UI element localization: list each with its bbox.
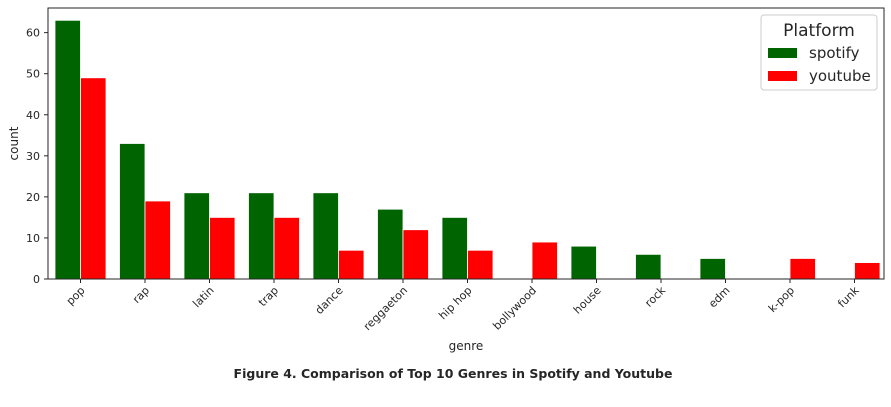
bar-youtube-dance [338,249,365,280]
x-tick-label-rock: rock [642,283,668,309]
bar-spotify-rock [635,253,662,280]
y-tick-label: 60 [26,27,40,40]
bar-spotify-pop [54,19,81,280]
bar-spotify-dance [312,192,339,280]
bar-youtube-hip-hop [467,249,494,280]
bar-youtube-funk [854,262,881,280]
bar-spotify-hip-hop [441,217,468,280]
x-tick-label-bollywood: bollywood [490,284,539,333]
bar-youtube-bollywood [531,241,558,280]
figure-caption: Figure 4. Comparison of Top 10 Genres in… [233,366,673,381]
y-tick-label: 10 [26,232,40,245]
bar-youtube-k-pop [789,258,816,280]
legend-label-spotify: spotify [809,44,860,62]
x-axis-title: genre [449,339,484,353]
x-tick-label-hip-hop: hip hop [436,284,474,322]
bar-spotify-edm [699,258,726,280]
x-tick-label-house: house [571,284,604,317]
x-tick-label-latin: latin [190,284,216,310]
x-tick-label-trap: trap [256,284,281,309]
x-tick-label-dance: dance [313,284,346,317]
legend-label-youtube: youtube [809,67,871,85]
bar-youtube-rap [144,200,171,280]
bars-group [54,19,881,280]
bar-youtube-pop [80,77,107,280]
y-tick-label: 20 [26,191,40,204]
x-tick-label-edm: edm [706,284,732,310]
legend: Platform spotify youtube [760,14,878,91]
bar-spotify-reggaeton [377,208,404,280]
y-tick-label: 40 [26,109,40,122]
x-tick-label-pop: pop [64,284,88,308]
bar-spotify-rap [119,143,146,280]
x-tick-label-funk: funk [835,283,862,310]
bar-spotify-house [570,245,597,280]
legend-swatch-youtube [768,71,797,81]
y-tick-label: 50 [26,68,40,81]
y-axis-title: count [7,126,21,160]
x-tick-label-k-pop: k-pop [766,284,797,315]
y-tick-label: 30 [26,150,40,163]
y-tick-label: 0 [33,273,40,286]
legend-swatch-spotify [768,48,797,58]
plot-frame [47,7,885,280]
x-tick-label-rap: rap [130,284,152,306]
x-axis: pop rap latin trap dance reggaeton hip hop boll… [64,279,862,333]
bar-youtube-trap [273,217,300,280]
bar-youtube-reggaeton [402,229,429,280]
bar-spotify-trap [248,192,275,280]
bar-youtube-latin [209,217,236,280]
legend-title: Platform [783,21,855,41]
bar-spotify-latin [183,192,210,280]
x-tick-label-reggaeton: reggaeton [361,284,410,333]
y-axis: 0 10 20 30 40 50 60 [26,27,48,286]
